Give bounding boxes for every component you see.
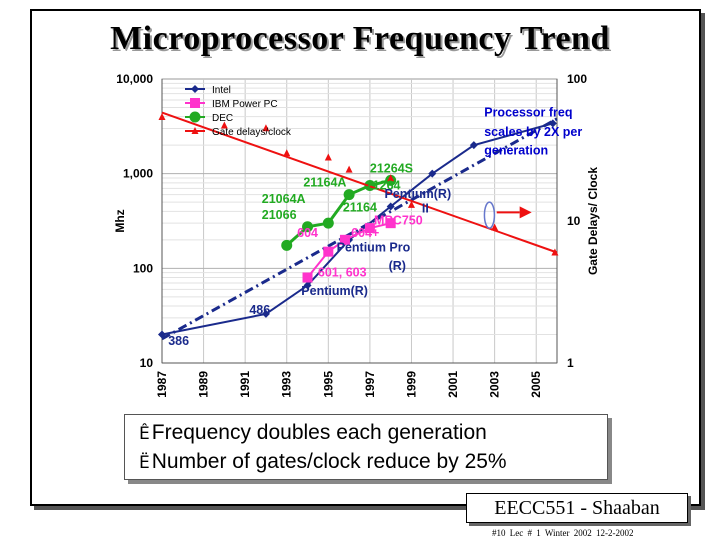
chart-annotation: Pentium(R) [301, 284, 368, 298]
x-tick-label: 1999 [404, 371, 418, 398]
chart-annotation: 21066 [262, 208, 297, 222]
intel-point [158, 330, 166, 339]
bullet-text: Frequency doubles each generation [151, 421, 487, 444]
dec-point [281, 239, 293, 251]
intel-point [428, 169, 437, 178]
gate-delays-clock-point [345, 165, 353, 173]
chart-annotation: 386 [168, 334, 189, 348]
legend-marker [191, 85, 199, 93]
gate-delays-clock-point [220, 121, 228, 129]
y-tick-label: 10,000 [116, 72, 153, 86]
ibm-power-pc-point [302, 272, 313, 283]
y-axis-title: Mhz [113, 209, 127, 232]
intel-point [469, 141, 478, 150]
x-tick-label: 1989 [197, 371, 211, 398]
callout-ellipse [483, 201, 496, 229]
chart-annotation: 21164 [343, 200, 377, 214]
chart-annotation: 21264 [366, 179, 401, 193]
chart-annotation: 604+ [351, 226, 379, 240]
gate-delays-clock-point [262, 124, 270, 132]
intel-point [261, 309, 270, 318]
chart-annotation: Processor freq [484, 106, 572, 120]
ibm-power-pc-point [364, 223, 375, 234]
gate-delays-clock-point [491, 223, 499, 231]
x-tick-label: 1993 [280, 371, 294, 398]
legend-marker [190, 98, 200, 108]
dec-point [322, 217, 334, 229]
bullet-box: ÊFrequency doubles each generation ËNumb… [124, 414, 608, 480]
bullet-item: ËNumber of gates/clock reduce by 25% [139, 448, 607, 477]
legend-marker [189, 111, 201, 123]
dec-point [343, 189, 355, 201]
chart-annotation: 601, 603 [318, 265, 367, 279]
y2-tick-label: 1 [567, 356, 574, 370]
gate-delays-clock-trend-line [161, 111, 558, 254]
x-bullet-icon: Ë [139, 453, 150, 473]
gate-delays-clock-point [551, 248, 559, 256]
slide-title: Microprocessor Frequency Trend [110, 20, 610, 57]
y2-tick-label: 100 [567, 72, 587, 86]
y-tick-label: 100 [133, 261, 153, 275]
chart-annotation: generation [484, 143, 548, 157]
x-tick-label: 1997 [363, 371, 377, 398]
lecture-info: #10 Lec # 1 Winter 2002 12-2-2002 [492, 528, 634, 538]
ibm-power-pc-point [339, 234, 350, 245]
chart-annotation: 486 [249, 303, 270, 317]
x-tick-label: 2003 [488, 371, 502, 398]
gate-delays-clock-point [407, 200, 415, 208]
legend-label: Intel [212, 85, 231, 96]
intel-point [548, 119, 557, 128]
legend-label: IBM Power PC [212, 99, 278, 110]
chart-annotation: Pentium Pro [337, 241, 411, 255]
x-tick-label: 1991 [238, 371, 252, 398]
gate-delays-clock-point [283, 149, 291, 157]
plot-area [161, 78, 558, 364]
chart-annotation: MPC750 [374, 214, 423, 228]
bullet-item: ÊFrequency doubles each generation [139, 419, 607, 448]
callout-arrow-head [519, 206, 532, 219]
gate-delays-clock-point [387, 174, 395, 182]
chart-annotation: 21164A [303, 176, 346, 190]
gate-delays-clock-point [324, 153, 332, 161]
x-tick-label: 1995 [321, 371, 335, 398]
chart-annotation: (R) [389, 259, 406, 273]
ibm-power-pc-point [385, 218, 396, 229]
gate-delays-clock-point [158, 113, 166, 121]
x-tick-label: 1987 [155, 371, 169, 398]
chart-annotation: 604 [297, 226, 318, 240]
intel-point [303, 281, 312, 290]
y2-axis-title: Gate Delays/ Clock [586, 167, 600, 275]
y-tick-label: 1,000 [123, 167, 153, 181]
dec-point [302, 221, 314, 233]
chart-annotation: Pentium(R) [384, 187, 451, 201]
arrow-bullet-icon: Ê [139, 424, 150, 444]
legend-label: DEC [212, 113, 233, 124]
legend-label: Gate delays/clock [212, 127, 292, 138]
x-tick-label: 2005 [529, 371, 543, 398]
y-tick-label: 10 [140, 356, 154, 370]
ibm-power-pc-point [323, 246, 334, 257]
bullet-text: Number of gates/clock reduce by 25% [151, 450, 507, 473]
intel-point [386, 202, 395, 211]
x-tick-label: 2001 [446, 371, 460, 398]
legend-marker [191, 127, 199, 134]
chart-annotation: scales by 2X per [484, 125, 582, 139]
y2-tick-label: 10 [567, 214, 581, 228]
course-footer: EECC551 - Shaaban [466, 493, 688, 523]
chart-annotation: 21264S [370, 161, 413, 175]
chart-annotation: 21064A [262, 192, 306, 206]
chart-annotation: II [422, 201, 429, 215]
